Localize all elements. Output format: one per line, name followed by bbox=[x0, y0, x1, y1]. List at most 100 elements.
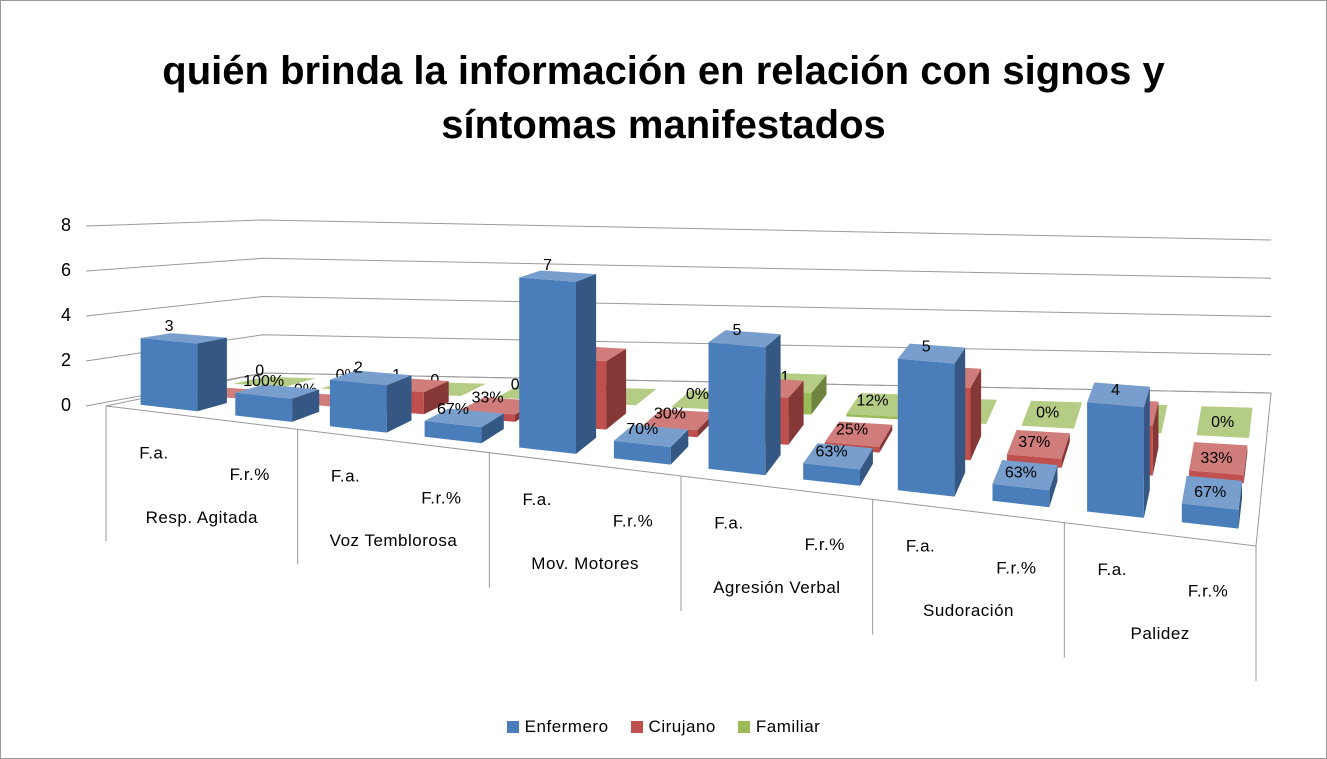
bar-front bbox=[613, 440, 671, 465]
data-label: 67% bbox=[1194, 484, 1226, 501]
bar-front bbox=[846, 413, 899, 420]
x-tick-label: F.a. bbox=[1098, 560, 1127, 579]
bar-front bbox=[992, 483, 1050, 508]
bar-top bbox=[460, 397, 538, 415]
bar-side bbox=[423, 381, 449, 415]
bar-top bbox=[1189, 442, 1248, 475]
data-label: 5 bbox=[922, 338, 931, 355]
data-label: 63% bbox=[1005, 464, 1037, 481]
bar-side bbox=[481, 413, 504, 444]
bar-front bbox=[140, 338, 198, 412]
bar bbox=[424, 408, 504, 444]
bar-side bbox=[954, 347, 966, 497]
bar-front bbox=[235, 392, 293, 422]
grid-line bbox=[85, 295, 1272, 317]
bar bbox=[1087, 382, 1150, 518]
data-label: 3 bbox=[165, 318, 174, 335]
bar-top bbox=[233, 376, 316, 387]
data-label: 63% bbox=[816, 444, 848, 461]
data-label: 30% bbox=[654, 405, 686, 422]
bar-side bbox=[1143, 386, 1150, 518]
bar-top bbox=[642, 409, 715, 431]
bar-side bbox=[670, 429, 689, 465]
bar-front bbox=[1087, 402, 1144, 518]
bar-side bbox=[606, 348, 627, 430]
bar-side bbox=[788, 380, 804, 445]
bar-top bbox=[424, 408, 504, 428]
group-label: Palidez bbox=[1130, 624, 1190, 644]
grid-line bbox=[85, 219, 1272, 241]
data-label: 0% bbox=[686, 386, 709, 403]
x-tick-label: F.a. bbox=[906, 537, 935, 556]
data-label: 100% bbox=[243, 373, 284, 390]
data-label: 25% bbox=[836, 422, 868, 439]
bar-top bbox=[1196, 406, 1253, 438]
bar-side bbox=[970, 368, 982, 461]
data-label: 12% bbox=[857, 393, 889, 410]
group-label: Agresión Verbal bbox=[713, 577, 841, 597]
legend-label: Familiar bbox=[755, 717, 821, 736]
bar-top bbox=[1087, 382, 1150, 408]
legend-label: Enfermero bbox=[524, 717, 609, 736]
bar bbox=[329, 370, 412, 433]
data-label: 7 bbox=[543, 257, 552, 274]
data-label: 33% bbox=[472, 389, 504, 406]
y-tick-label: 0 bbox=[61, 395, 71, 415]
bar bbox=[992, 460, 1058, 508]
x-tick-label: F.r.% bbox=[805, 535, 845, 554]
data-label: 0 bbox=[255, 362, 264, 379]
data-label: 5 bbox=[732, 322, 741, 339]
bar-top bbox=[824, 421, 893, 447]
bar-top bbox=[329, 370, 412, 386]
bar-side bbox=[860, 448, 873, 486]
x-tick-label: F.a. bbox=[139, 443, 168, 462]
bar-side bbox=[576, 274, 597, 454]
bar bbox=[1181, 475, 1242, 529]
bar-side bbox=[765, 334, 781, 476]
bar-top bbox=[613, 424, 689, 447]
legend-swatch bbox=[737, 721, 750, 733]
x-tick-label: F.r.% bbox=[1188, 582, 1228, 601]
x-tick-label: F.a. bbox=[331, 467, 360, 486]
bar-side bbox=[386, 375, 412, 433]
y-tick-label: 6 bbox=[61, 260, 71, 280]
bar-side bbox=[1061, 433, 1070, 468]
bar-top bbox=[992, 460, 1058, 491]
bar-top bbox=[1021, 400, 1083, 429]
data-label: 4 bbox=[1111, 382, 1120, 399]
bar-side bbox=[197, 337, 227, 412]
bar-top bbox=[803, 443, 873, 470]
data-label: 37% bbox=[1018, 434, 1050, 451]
group-label: Mov. Motores bbox=[531, 554, 640, 574]
chart-title: quién brinda la información en relación … bbox=[162, 49, 1165, 93]
bar-front bbox=[424, 420, 482, 444]
bar-front bbox=[329, 379, 387, 433]
bar-side bbox=[879, 424, 893, 453]
bar bbox=[1196, 406, 1253, 438]
bar bbox=[708, 330, 781, 476]
data-label: 2 bbox=[354, 360, 363, 377]
grid-line bbox=[85, 257, 1272, 279]
legend-item: Enfermero bbox=[506, 717, 609, 737]
bar bbox=[803, 443, 873, 486]
bar-front bbox=[897, 358, 955, 497]
bar-top bbox=[897, 343, 966, 364]
x-tick-label: F.r.% bbox=[613, 512, 653, 531]
legend-swatch bbox=[630, 721, 643, 733]
group-label: Voz Temblorosa bbox=[329, 531, 458, 550]
x-tick-label: F.a. bbox=[714, 513, 743, 532]
legend: Enfermero Cirujano Familiar bbox=[1, 717, 1326, 737]
bar bbox=[519, 270, 597, 454]
group-label: Resp. Agitada bbox=[145, 507, 258, 527]
bar-side bbox=[1243, 445, 1248, 484]
bar-side bbox=[1049, 465, 1058, 508]
data-label: 0% bbox=[1211, 414, 1234, 431]
bar-side bbox=[1152, 401, 1159, 476]
bar-top bbox=[519, 270, 597, 282]
x-tick-label: F.r.% bbox=[230, 465, 270, 484]
bar-front bbox=[708, 342, 766, 476]
bar-front bbox=[519, 277, 576, 454]
bar-front bbox=[1181, 503, 1239, 529]
